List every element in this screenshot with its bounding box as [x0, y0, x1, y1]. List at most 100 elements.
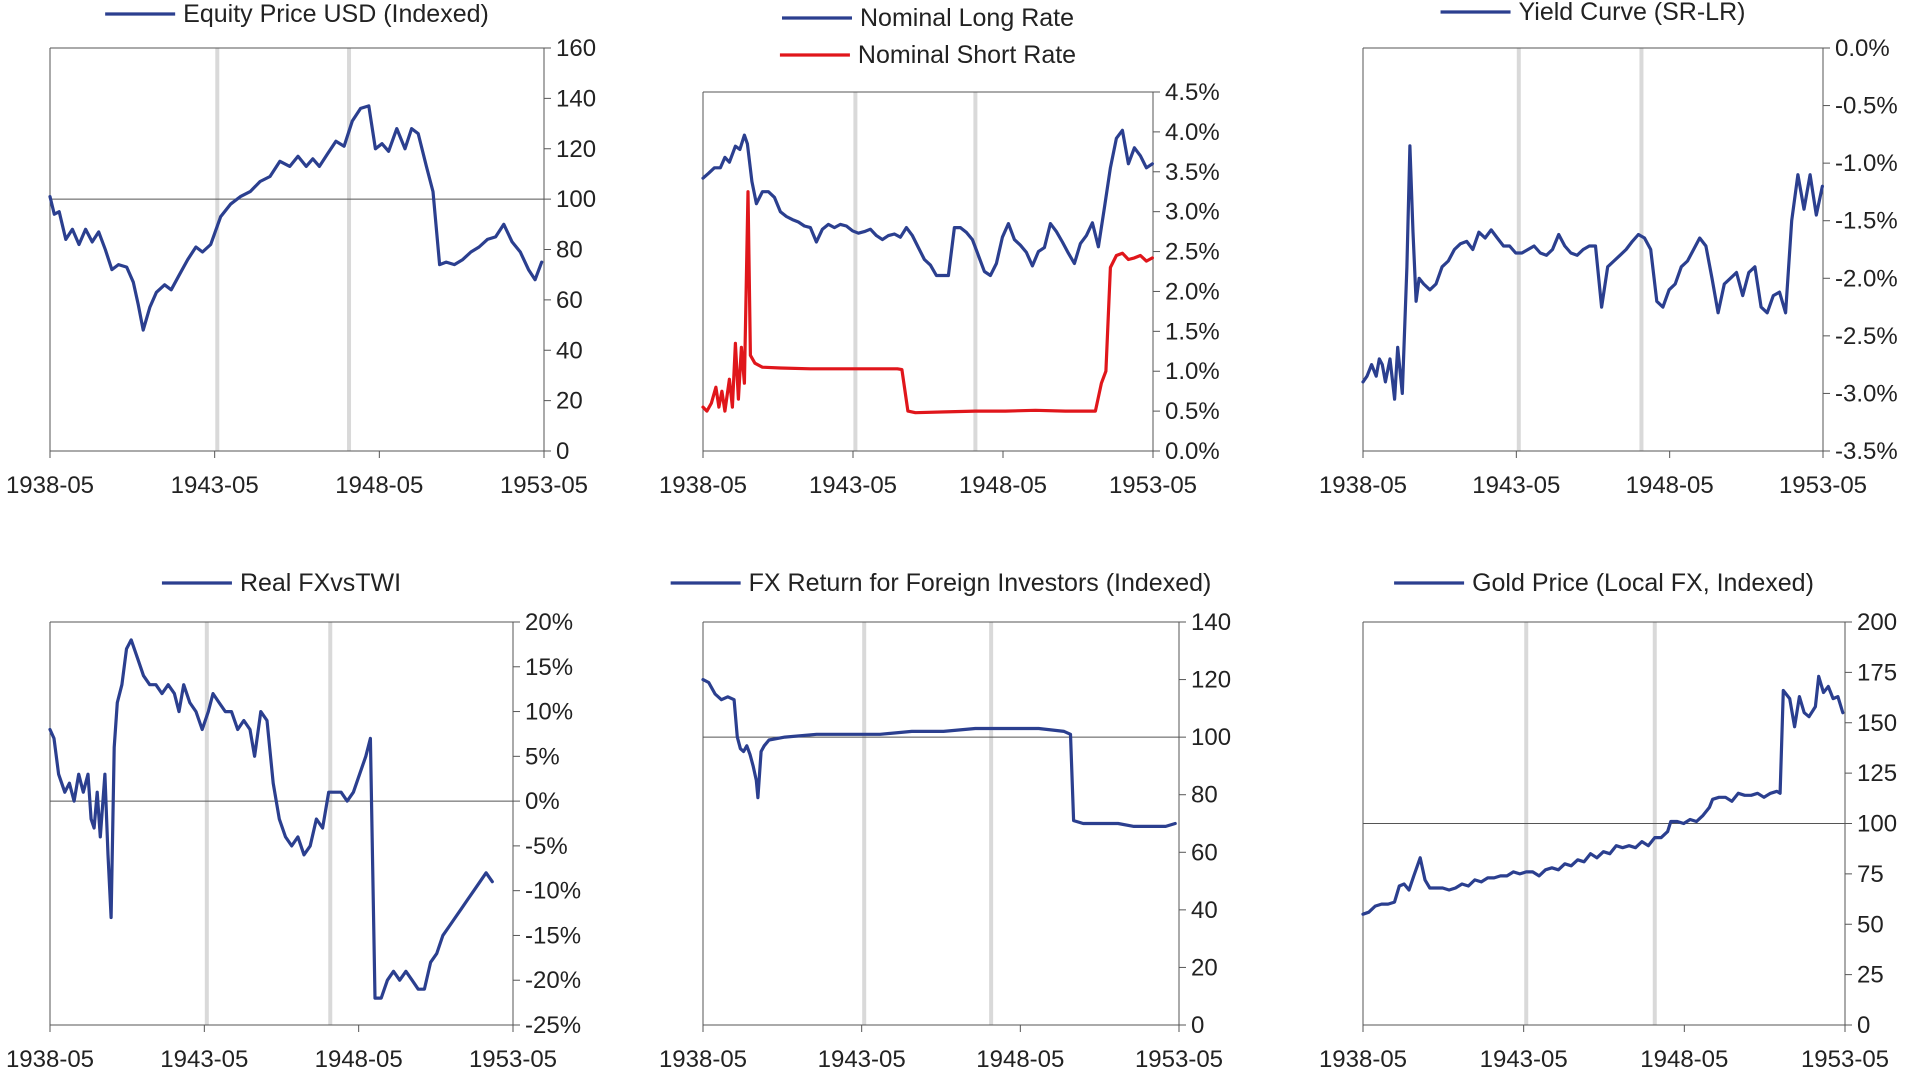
series-line-1 [701, 677, 1177, 829]
legend-label: Equity Price USD (Indexed) [183, 0, 489, 28]
series-line-1 [701, 128, 1155, 278]
y-tick-label: 0.5% [1165, 398, 1220, 425]
y-tick-label: 10% [525, 699, 573, 726]
y-tick-label: 0% [525, 788, 560, 815]
y-tick-label: 160 [556, 35, 596, 62]
y-tick-label: 120 [1191, 667, 1231, 694]
y-tick-label: 0.0% [1165, 438, 1220, 465]
legend-entry: Real FXvsTWI [161, 569, 401, 597]
y-tick-label: 100 [1857, 811, 1897, 838]
y-tick-label: 100 [556, 186, 596, 213]
chart-panel-equity-price: 0 20 40 60 80 100 120 140 160 1938-05 1943-05 1948-… [6, 0, 596, 499]
y-tick-label: 60 [1191, 839, 1218, 866]
legend-entry: Equity Price USD (Indexed) [105, 0, 489, 28]
y-tick-label: 100 [1191, 724, 1231, 751]
series-line-1 [1361, 674, 1845, 916]
y-tick-label: 2.0% [1165, 278, 1220, 305]
y-tick-label: 25 [1857, 962, 1884, 989]
y-tick-label: 20% [525, 609, 573, 636]
y-tick-label: -25% [525, 1012, 581, 1039]
y-tick-label: 1.0% [1165, 358, 1220, 385]
x-tick-label: 1948-05 [976, 1046, 1064, 1069]
y-tick-label: -1.0% [1835, 150, 1898, 177]
chart-panel-gold-price: 0 25 50 75 100 125 150 175 200 1938-05 1943-05 1948… [1319, 569, 1897, 1069]
y-tick-label: 80 [556, 237, 583, 264]
x-tick-label: 1953-05 [1779, 472, 1867, 499]
x-tick-label: 1948-05 [1640, 1046, 1728, 1069]
x-tick-label: 1953-05 [1801, 1046, 1889, 1069]
y-tick-label: 75 [1857, 861, 1884, 888]
x-tick-label: 1953-05 [1109, 472, 1197, 499]
x-tick-label: 1948-05 [315, 1046, 403, 1069]
series-line-1 [1361, 144, 1825, 401]
y-tick-label: 175 [1857, 659, 1897, 686]
x-tick-label: 1948-05 [959, 472, 1047, 499]
series-line-1 [48, 104, 544, 332]
series-line-1 [48, 638, 494, 1000]
x-tick-label: 1938-05 [6, 472, 94, 499]
y-tick-label: 0 [1857, 1012, 1870, 1039]
y-tick-label: 120 [556, 136, 596, 163]
legend-entry: Yield Curve (SR-LR) [1440, 0, 1746, 26]
legend-entry: Nominal Long Rate [781, 4, 1074, 32]
x-tick-label: 1938-05 [6, 1046, 94, 1069]
y-tick-label: -20% [525, 967, 581, 994]
y-tick-label: -5% [525, 833, 568, 860]
y-tick-label: 60 [556, 287, 583, 314]
y-tick-label: -15% [525, 922, 581, 949]
y-tick-label: 0 [556, 438, 569, 465]
y-tick-label: 2.5% [1165, 239, 1220, 266]
x-tick-label: 1943-05 [809, 472, 897, 499]
chart-panel-fx-return: 0 20 40 60 80 100 120 140 1938-05 1943-05 1948-05 1… [659, 569, 1231, 1069]
x-tick-label: 1953-05 [469, 1046, 557, 1069]
y-tick-label: 150 [1857, 710, 1897, 737]
chart-panel-real-fx: -25% -20% -15% -10% -5% 0% 5% 10% 15% 20% 1938-05 1… [6, 569, 581, 1069]
y-tick-label: 20 [556, 388, 583, 415]
x-tick-label: 1938-05 [1319, 1046, 1407, 1069]
y-tick-label: -1.5% [1835, 208, 1898, 235]
y-tick-label: -2.5% [1835, 323, 1898, 350]
x-tick-label: 1953-05 [1135, 1046, 1223, 1069]
y-tick-label: 140 [556, 85, 596, 112]
x-tick-label: 1948-05 [335, 472, 423, 499]
y-tick-label: 200 [1857, 609, 1897, 636]
legend-entry: FX Return for Foreign Investors (Indexed… [670, 569, 1212, 597]
y-tick-label: -3.5% [1835, 438, 1898, 465]
x-tick-label: 1943-05 [160, 1046, 248, 1069]
y-tick-label: -0.5% [1835, 93, 1898, 120]
y-tick-label: -2.0% [1835, 265, 1898, 292]
y-tick-label: 50 [1857, 911, 1884, 938]
x-tick-label: 1948-05 [1626, 472, 1714, 499]
y-tick-label: 140 [1191, 609, 1231, 636]
x-tick-label: 1943-05 [1472, 472, 1560, 499]
legend-label: Real FXvsTWI [240, 569, 401, 597]
y-tick-label: -3.0% [1835, 380, 1898, 407]
x-tick-label: 1938-05 [659, 1046, 747, 1069]
x-tick-label: 1943-05 [1480, 1046, 1568, 1069]
legend-entry: Gold Price (Local FX, Indexed) [1394, 569, 1814, 597]
x-tick-label: 1938-05 [1319, 472, 1407, 499]
x-tick-label: 1938-05 [659, 472, 747, 499]
chart-panel-nominal-rates: 0.0% 0.5% 1.0% 1.5% 2.0% 2.5% 3.0% 3.5% 4.0% 4.5%… [659, 4, 1220, 499]
y-tick-label: 4.5% [1165, 79, 1220, 106]
y-tick-label: 5% [525, 743, 560, 770]
y-tick-label: 40 [1191, 897, 1218, 924]
y-tick-label: 20 [1191, 954, 1218, 981]
y-tick-label: 125 [1857, 760, 1897, 787]
y-tick-label: 0.0% [1835, 35, 1890, 62]
y-tick-label: 15% [525, 654, 573, 681]
legend-label: FX Return for Foreign Investors (Indexed… [749, 569, 1212, 597]
y-tick-label: -10% [525, 878, 581, 905]
y-tick-label: 40 [556, 337, 583, 364]
legend-label: Gold Price (Local FX, Indexed) [1472, 569, 1814, 597]
x-tick-label: 1943-05 [818, 1046, 906, 1069]
legend-label: Nominal Long Rate [860, 4, 1074, 32]
y-tick-label: 0 [1191, 1012, 1204, 1039]
y-tick-label: 1.5% [1165, 318, 1220, 345]
x-tick-label: 1953-05 [500, 472, 588, 499]
legend-label: Yield Curve (SR-LR) [1519, 0, 1746, 26]
legend-label: Nominal Short Rate [858, 41, 1076, 69]
chart-panel-yield-curve: -3.5% -3.0% -2.5% -2.0% -1.5% -1.0% -0.5% 0.0% 1… [1319, 0, 1898, 499]
y-tick-label: 3.5% [1165, 159, 1220, 186]
